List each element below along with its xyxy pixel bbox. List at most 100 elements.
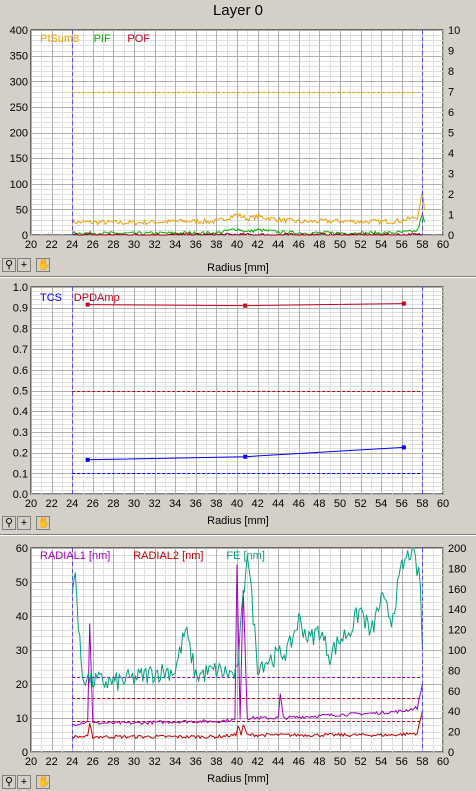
x-tick-label: 48	[313, 756, 325, 768]
y-tick-label: 40	[16, 611, 28, 623]
x-tick-label: 26	[87, 498, 99, 510]
legend-entry: PISum8	[40, 33, 79, 45]
y-tick-label: 0	[22, 747, 28, 759]
y2-tick-label: 60	[448, 686, 460, 698]
legend-entry: DPDAmp	[74, 292, 120, 304]
data-point	[401, 301, 406, 306]
y-tick-label: 250	[10, 102, 28, 114]
x-tick-label: 56	[396, 756, 408, 768]
crosshair-icon[interactable]: +	[17, 516, 31, 530]
y-tick-label: 0.9	[13, 303, 28, 315]
x-axis-label: Radius [mm]	[207, 262, 269, 274]
y-tick-label: 150	[10, 153, 28, 165]
chart-panel-1: 20 22 24 26 28 30 32 34 36 38 40 42 44 46 48 50 52 54 56 58…	[0, 22, 476, 274]
chart-1[interactable]: 20 22 24 26 28 30 32 34 36 38 40 42 44 46 48 50 52 54 56 58…	[0, 22, 476, 262]
y-tick-label: 0.7	[13, 344, 28, 356]
crosshair-icon[interactable]: +	[17, 258, 31, 272]
x-tick-label: 46	[293, 239, 305, 251]
y-tick-label: 50	[16, 577, 28, 589]
x-tick-label: 22	[45, 239, 57, 251]
y2-tick-label: 80	[448, 665, 460, 677]
y2-tick-label: 9	[448, 46, 454, 58]
y-tick-label: 100	[10, 179, 28, 191]
x-tick-label: 42	[251, 498, 263, 510]
panel-divider[interactable]	[0, 276, 476, 278]
y2-tick-label: 100	[448, 645, 466, 657]
crosshair-icon[interactable]: +	[17, 775, 31, 789]
pan-hand-icon[interactable]: ✋	[36, 775, 51, 789]
chart-panel-3: 20 22 24 26 28 30 32 34 36 38 40 42 44 46 48 50 52 54 56 58…	[0, 538, 476, 791]
x-tick-label: 50	[334, 239, 346, 251]
pan-hand-icon[interactable]: ✋	[36, 516, 51, 530]
chart-2[interactable]: 20 22 24 26 28 30 32 34 36 38 40 42 44 46 48 50 52 54 56 58…	[0, 280, 476, 515]
x-tick-label: 60	[437, 239, 449, 251]
x-tick-label: 56	[396, 498, 408, 510]
x-tick-label: 32	[148, 756, 160, 768]
chart-3[interactable]: 20 22 24 26 28 30 32 34 36 38 40 42 44 46 48 50 52 54 56 58…	[0, 538, 476, 773]
window-title: Layer 0	[212, 2, 264, 19]
y2-tick-label: 7	[448, 87, 454, 99]
legend-entry: RADIAL2 [nm]	[133, 550, 203, 562]
x-tick-label: 46	[293, 756, 305, 768]
y2-tick-label: 20	[448, 727, 460, 739]
series-line-pof	[71, 232, 423, 236]
y-tick-label: 50	[16, 204, 28, 216]
x-tick-label: 22	[45, 498, 57, 510]
chart-3-toolbar: ⚲ + ✋	[0, 775, 60, 789]
x-tick-label: 24	[66, 498, 78, 510]
y2-tick-label: 180	[448, 563, 466, 575]
y-tick-label: 0.2	[13, 448, 28, 460]
x-tick-label: 58	[416, 239, 428, 251]
x-tick-label: 32	[148, 239, 160, 251]
x-tick-label: 26	[87, 756, 99, 768]
x-tick-label: 30	[128, 498, 140, 510]
x-tick-label: 22	[45, 756, 57, 768]
data-point	[401, 445, 406, 450]
y2-tick-label: 5	[448, 128, 454, 140]
y2-tick-label: 8	[448, 66, 454, 78]
y-tick-label: 0	[22, 230, 28, 242]
x-tick-label: 48	[313, 239, 325, 251]
x-tick-label: 28	[107, 756, 119, 768]
y2-tick-label: 0	[448, 230, 454, 242]
y-tick-label: 0.3	[13, 427, 28, 439]
data-point	[85, 457, 90, 462]
y2-tick-label: 140	[448, 604, 466, 616]
y2-tick-label: 1	[448, 210, 454, 222]
x-tick-label: 52	[354, 239, 366, 251]
legend-entry: FE [nm]	[226, 550, 265, 562]
x-axis-label: Radius [mm]	[207, 515, 269, 527]
x-tick-label: 34	[169, 756, 181, 768]
legend-entry: PIF	[94, 33, 111, 45]
y2-tick-label: 120	[448, 625, 466, 637]
x-tick-label: 30	[128, 239, 140, 251]
x-tick-label: 52	[354, 498, 366, 510]
x-tick-label: 34	[169, 498, 181, 510]
legend-entry: RADIAL1 [nm]	[40, 550, 110, 562]
x-tick-label: 36	[190, 498, 202, 510]
y-tick-label: 0.8	[13, 323, 28, 335]
x-tick-label: 54	[375, 498, 387, 510]
x-tick-label: 44	[272, 498, 284, 510]
x-tick-label: 44	[272, 756, 284, 768]
y-tick-label: 20	[16, 679, 28, 691]
x-tick-label: 30	[128, 756, 140, 768]
y-tick-label: 0.4	[13, 406, 28, 418]
zoom-icon[interactable]: ⚲	[2, 775, 16, 789]
x-tick-label: 36	[190, 756, 202, 768]
panel-divider[interactable]	[0, 534, 476, 536]
y2-tick-label: 3	[448, 169, 454, 181]
zoom-icon[interactable]: ⚲	[2, 516, 16, 530]
major-grid	[31, 30, 444, 236]
zoom-icon[interactable]: ⚲	[2, 258, 16, 272]
legend-entry: POF	[127, 33, 150, 45]
x-tick-label: 40	[231, 756, 243, 768]
x-tick-label: 32	[148, 498, 160, 510]
x-tick-label: 48	[313, 498, 325, 510]
y2-tick-label: 6	[448, 107, 454, 119]
x-tick-label: 20	[25, 239, 37, 251]
pan-hand-icon[interactable]: ✋	[36, 258, 51, 272]
y-tick-label: 0.0	[13, 489, 28, 501]
x-tick-label: 24	[66, 756, 78, 768]
y-tick-label: 10	[16, 713, 28, 725]
